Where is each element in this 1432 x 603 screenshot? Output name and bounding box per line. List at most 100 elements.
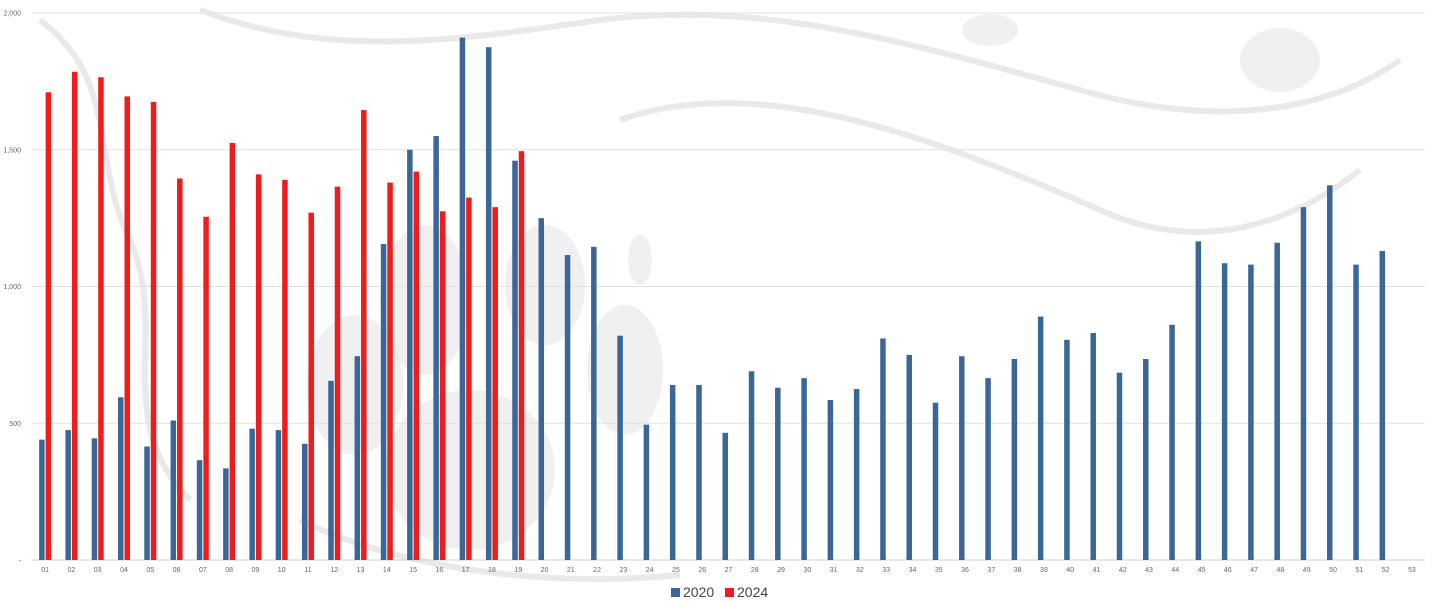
background-sketch xyxy=(38,7,1402,582)
bar-2024-week-05 xyxy=(150,101,157,560)
bar-2024-week-19 xyxy=(518,151,525,560)
bar-2024-week-09 xyxy=(255,174,262,561)
legend-label-2024: 2024 xyxy=(737,584,768,600)
x-tick-label: 17 xyxy=(462,567,470,574)
bar-2020-week-06 xyxy=(170,420,177,560)
y-axis: - 500 1,000 1,500 2,000 xyxy=(3,11,21,565)
bar-2020-week-29 xyxy=(775,387,781,560)
x-tick-label: 43 xyxy=(1145,567,1153,574)
bar-2024-week-14 xyxy=(387,182,393,560)
bar-2020-week-37 xyxy=(985,378,991,560)
x-tick-label: 13 xyxy=(357,567,365,574)
bar-2020-week-05 xyxy=(144,446,150,560)
x-tick-label: 30 xyxy=(803,567,811,574)
y-tick-label: 2,000 xyxy=(3,11,21,18)
bar-2020-week-23 xyxy=(617,335,623,560)
x-tick-label: 07 xyxy=(199,567,207,574)
bar-2020-week-04 xyxy=(117,397,124,560)
bar-2020-week-45 xyxy=(1195,241,1202,560)
bar-2024-week-12 xyxy=(334,186,341,561)
x-tick-label: 51 xyxy=(1355,567,1363,574)
y-tick-label: - xyxy=(19,558,22,565)
x-tick-label: 19 xyxy=(514,567,522,574)
bar-2020-week-42 xyxy=(1116,372,1123,560)
y-tick-label: 1,500 xyxy=(3,147,21,154)
bar-2020-week-49 xyxy=(1300,207,1307,560)
x-tick-label: 12 xyxy=(330,567,338,574)
bar-2020-week-35 xyxy=(932,402,939,560)
bar-2020-week-46 xyxy=(1221,263,1228,560)
grid-lines xyxy=(32,12,1425,561)
bar-2020-week-17 xyxy=(459,37,466,561)
x-tick-label: 28 xyxy=(751,567,759,574)
x-tick-label: 26 xyxy=(698,567,706,574)
legend-swatch-2020 xyxy=(671,588,680,597)
bar-2020-week-44 xyxy=(1169,324,1175,560)
bar-2020-week-07 xyxy=(196,460,203,560)
bar-2020-week-39 xyxy=(1037,316,1044,560)
bar-2020-week-50 xyxy=(1327,185,1333,560)
bar-2020-week-09 xyxy=(249,428,255,560)
bar-2024-week-01 xyxy=(45,92,52,560)
x-tick-label: 37 xyxy=(987,567,995,574)
legend: 2020 2024 xyxy=(671,584,768,600)
bar-2020-week-38 xyxy=(1011,358,1018,560)
bar-2024-week-04 xyxy=(124,96,130,560)
bar-2024-week-18 xyxy=(492,207,498,560)
bar-2024-week-16 xyxy=(439,211,446,560)
bar-2024-week-08 xyxy=(229,142,236,560)
bar-2020-week-11 xyxy=(301,443,308,560)
bar-2020-week-01 xyxy=(39,439,45,560)
bar-2020-week-36 xyxy=(959,356,965,560)
bar-2020-week-21 xyxy=(564,255,571,561)
bar-2020-week-48 xyxy=(1274,242,1280,561)
x-tick-label: 34 xyxy=(909,567,917,574)
x-tick-label: 02 xyxy=(68,567,76,574)
x-tick-label: 48 xyxy=(1277,567,1285,574)
bar-2024-week-07 xyxy=(203,216,209,560)
x-tick-label: 16 xyxy=(435,567,443,574)
bar-2020-week-25 xyxy=(669,384,676,560)
x-tick-label: 06 xyxy=(173,567,181,574)
x-tick-label: 22 xyxy=(593,567,601,574)
bar-2024-week-02 xyxy=(71,71,78,561)
x-tick-label: 15 xyxy=(409,567,417,574)
x-tick-label: 47 xyxy=(1250,567,1258,574)
bar-2024-week-06 xyxy=(177,178,183,560)
x-tick-label: 08 xyxy=(225,567,233,574)
bar-2020-week-03 xyxy=(91,438,98,560)
x-tick-label: 33 xyxy=(882,567,890,574)
bar-2020-week-24 xyxy=(643,424,650,560)
x-tick-label: 40 xyxy=(1066,567,1074,574)
x-tick-label: 01 xyxy=(41,567,49,574)
bar-2020-week-47 xyxy=(1248,264,1254,560)
x-tick-label: 29 xyxy=(777,567,785,574)
x-tick-label: 27 xyxy=(725,567,733,574)
x-tick-label: 46 xyxy=(1224,567,1232,574)
x-tick-label: 36 xyxy=(961,567,969,574)
bar-2024-week-11 xyxy=(308,212,314,560)
x-tick-label: 41 xyxy=(1093,567,1101,574)
bar-2020-week-31 xyxy=(827,400,834,560)
bar-2020-week-28 xyxy=(748,371,755,560)
x-tick-label: 05 xyxy=(146,567,154,574)
bar-2020-week-27 xyxy=(722,432,728,560)
x-tick-label: 39 xyxy=(1040,567,1048,574)
bar-2020-week-12 xyxy=(328,380,334,560)
bar-2020-week-22 xyxy=(591,246,597,560)
x-tick-label: 35 xyxy=(935,567,943,574)
x-tick-label: 10 xyxy=(278,567,286,574)
bar-2020-week-10 xyxy=(275,430,282,560)
bar-2020-week-26 xyxy=(696,384,702,560)
x-tick-label: 20 xyxy=(541,567,549,574)
x-tick-label: 18 xyxy=(488,567,496,574)
bar-2024-week-15 xyxy=(413,171,420,560)
x-tick-label: 42 xyxy=(1119,567,1127,574)
legend-label-2020: 2020 xyxy=(683,584,714,600)
bar-2024-week-17 xyxy=(466,197,472,561)
x-tick-label: 31 xyxy=(830,567,838,574)
x-axis: 01 02 03 04 05 06 07 08 09 10 11 12 13 14 15 16 17 18 19 20… xyxy=(41,567,1416,574)
x-tick-label: 50 xyxy=(1329,567,1337,574)
bar-2020-week-20 xyxy=(538,218,545,560)
